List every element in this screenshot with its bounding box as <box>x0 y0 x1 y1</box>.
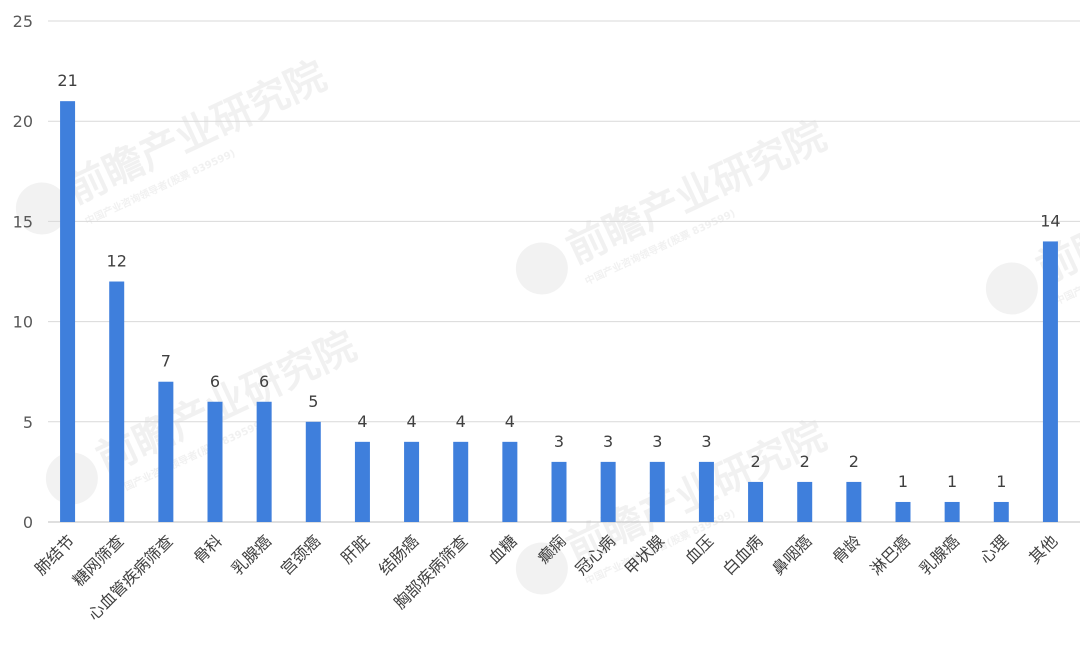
y-tick-label: 10 <box>13 313 33 332</box>
category-label: 骨科 <box>190 531 226 567</box>
bar <box>453 441 469 522</box>
data-label: 14 <box>1040 211 1060 230</box>
bars <box>60 101 1058 522</box>
y-tick-label: 5 <box>23 413 33 432</box>
data-label: 3 <box>603 432 613 451</box>
data-label: 2 <box>750 452 760 471</box>
watermark-brand: 前瞻产业研究院 <box>90 323 363 483</box>
data-label: 6 <box>259 372 269 391</box>
data-label: 4 <box>357 412 367 431</box>
data-label: 3 <box>701 432 711 451</box>
category-label: 骨龄 <box>829 531 865 567</box>
category-label: 肝脏 <box>337 531 373 567</box>
bar <box>698 461 714 522</box>
bar <box>502 441 518 522</box>
watermark-logo-icon <box>515 542 568 595</box>
data-label: 5 <box>308 392 318 411</box>
data-label: 6 <box>210 372 220 391</box>
bar <box>158 381 174 522</box>
data-label: 1 <box>996 472 1006 491</box>
category-label: 白血病 <box>719 531 766 578</box>
watermark-brand: 前瞻产业研究院 <box>60 53 333 213</box>
category-label: 结肠癌 <box>375 531 422 578</box>
y-tick-label: 25 <box>13 12 33 31</box>
bar <box>895 501 911 522</box>
data-label: 1 <box>947 472 957 491</box>
bar <box>649 461 665 522</box>
category-label: 心血管疾病筛查 <box>84 531 177 624</box>
bar <box>60 101 76 522</box>
watermark-logo-icon <box>515 242 568 295</box>
y-tick-label: 15 <box>13 212 33 231</box>
bar <box>207 401 223 522</box>
bar <box>404 441 420 522</box>
data-label: 7 <box>161 352 171 371</box>
bar <box>600 461 616 522</box>
category-label: 淋巴癌 <box>866 531 913 578</box>
bar <box>846 481 862 522</box>
y-tick-label: 20 <box>13 112 33 131</box>
category-label: 肺结节 <box>31 531 78 578</box>
bar <box>551 461 567 522</box>
data-label: 21 <box>57 71 77 90</box>
bar <box>1042 241 1058 522</box>
category-label: 乳腺癌 <box>228 531 275 578</box>
category-label: 乳腺癌 <box>916 531 963 578</box>
category-label: 宫颈癌 <box>277 531 324 578</box>
category-label: 心理 <box>976 531 1012 567</box>
y-tick-label: 0 <box>23 513 33 532</box>
data-label: 4 <box>406 412 416 431</box>
bar <box>748 481 764 522</box>
data-label: 4 <box>456 412 466 431</box>
data-label: 4 <box>505 412 515 431</box>
data-label: 12 <box>107 252 127 271</box>
data-label: 2 <box>800 452 810 471</box>
category-label: 鼻咽癌 <box>768 531 815 578</box>
bar <box>256 401 272 522</box>
watermark-logo-icon <box>985 262 1038 315</box>
data-label: 3 <box>652 432 662 451</box>
y-axis: 0 5 10 15 20 25 <box>13 12 33 532</box>
bar <box>993 501 1009 522</box>
data-label: 3 <box>554 432 564 451</box>
bar <box>305 421 321 522</box>
data-label: 1 <box>898 472 908 491</box>
bar <box>797 481 813 522</box>
category-label: 其他 <box>1025 531 1061 567</box>
bar <box>944 501 960 522</box>
data-label: 2 <box>849 452 859 471</box>
watermark-brand: 前瞻产业研究院 <box>560 113 833 273</box>
bar <box>354 441 370 522</box>
bar <box>109 281 125 522</box>
category-label: 血糖 <box>485 531 521 567</box>
